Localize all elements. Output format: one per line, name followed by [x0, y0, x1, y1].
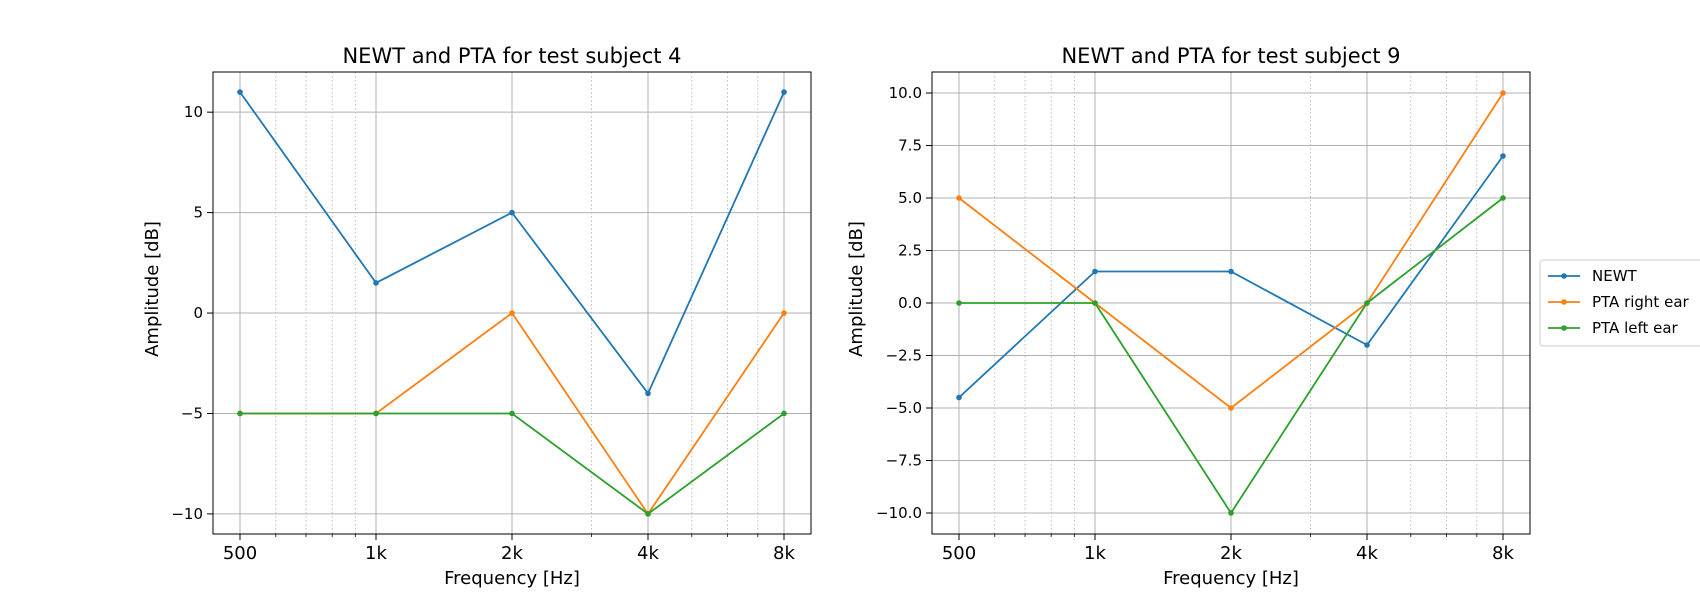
x-tick-label: 8k: [1492, 543, 1514, 564]
legend-item: PTA left ear: [1548, 319, 1679, 337]
data-point: [509, 310, 515, 316]
y-tick-label: 2.5: [898, 242, 922, 260]
data-point: [1500, 90, 1506, 96]
data-point: [1228, 405, 1234, 411]
data-point: [645, 511, 651, 517]
legend-swatch-marker: [1561, 325, 1567, 331]
data-point: [956, 300, 962, 306]
data-point: [237, 410, 243, 417]
x-tick-label: 500: [223, 543, 257, 564]
y-tick-label: 7.5: [898, 137, 922, 155]
y-tick-label: −10: [171, 505, 203, 523]
legend-item: PTA right ear: [1548, 293, 1690, 311]
legend-swatch-marker: [1561, 299, 1567, 305]
series-newt: [956, 153, 1506, 401]
x-tick-label: 500: [942, 543, 976, 564]
chart-title: NEWT and PTA for test subject 9: [1061, 44, 1400, 68]
data-point: [781, 410, 787, 417]
data-point: [781, 310, 787, 316]
data-point: [1364, 342, 1370, 348]
x-axis-label: Frequency [Hz]: [444, 568, 580, 589]
data-point: [1228, 510, 1234, 516]
y-tick-label: −10.0: [876, 504, 922, 522]
y-tick-label: 0.0: [898, 294, 922, 312]
data-point: [1228, 268, 1234, 275]
y-axis-label: Amplitude [dB]: [846, 221, 867, 357]
data-point: [956, 394, 962, 401]
y-tick-label: 5: [193, 204, 203, 222]
series-newt: [237, 89, 787, 397]
plot-area: 500 1k 2k 4k 8k 10.0 7.5 5.0 2.5 0.0 −2.5 −5.0 −7.5 −…: [876, 71, 1531, 564]
data-point: [1092, 268, 1098, 275]
series-pta-left-ear: [956, 195, 1506, 516]
legend: NEWT PTA right ear PTA left ear: [1539, 259, 1700, 347]
y-axis-label: Amplitude [dB]: [142, 221, 163, 357]
x-tick-label: 1k: [1084, 543, 1106, 564]
legend-frame: [1539, 259, 1700, 347]
axes-frame: [931, 71, 1531, 535]
x-axis-label: Frequency [Hz]: [1163, 568, 1299, 589]
data-point: [1500, 195, 1506, 201]
y-tick-label: −5: [181, 404, 203, 422]
legend-label: NEWT: [1592, 267, 1638, 285]
x-tick-label: 8k: [773, 543, 795, 564]
x-tick-label: 4k: [1356, 543, 1378, 564]
plot-area: 500 1k 2k 4k 8k 10 5 0 −5 −10: [171, 71, 812, 564]
x-tick-label: 2k: [1220, 543, 1242, 564]
x-tick-label: 4k: [637, 543, 659, 564]
data-point: [373, 280, 379, 286]
data-point: [509, 410, 515, 417]
y-tick-label: −2.5: [886, 347, 922, 365]
x-tick-label: 1k: [365, 543, 387, 564]
y-tick-label: 5.0: [898, 189, 922, 207]
data-point: [1500, 153, 1506, 159]
y-tick-label: 10: [184, 103, 203, 121]
chart-subject-4: 500 1k 2k 4k 8k 10 5 0 −5 −10 NEWT and PTA for te…: [142, 44, 812, 589]
data-point: [237, 89, 243, 95]
chart-title: NEWT and PTA for test subject 4: [342, 44, 681, 68]
legend-label: PTA right ear: [1592, 293, 1690, 311]
legend-item: NEWT: [1548, 267, 1638, 285]
data-point: [1364, 300, 1370, 306]
legend-swatch-marker: [1561, 273, 1567, 279]
x-tick-label: 2k: [501, 543, 523, 564]
legend-label: PTA left ear: [1592, 319, 1679, 337]
y-tick-label: −7.5: [886, 452, 922, 470]
data-point: [373, 410, 379, 417]
data-point: [1092, 300, 1098, 306]
chart-subject-9: 500 1k 2k 4k 8k 10.0 7.5 5.0 2.5 0.0 −2.5 −5.0 −7.5 −…: [846, 44, 1531, 589]
y-tick-label: 0: [193, 304, 203, 322]
axes-frame: [212, 71, 812, 535]
data-point: [956, 195, 962, 201]
data-point: [781, 89, 787, 95]
y-tick-label: −5.0: [886, 399, 922, 417]
data-point: [509, 209, 515, 216]
y-tick-label: 10.0: [889, 84, 922, 102]
data-point: [645, 390, 651, 397]
series-pta-left-ear: [237, 410, 787, 517]
